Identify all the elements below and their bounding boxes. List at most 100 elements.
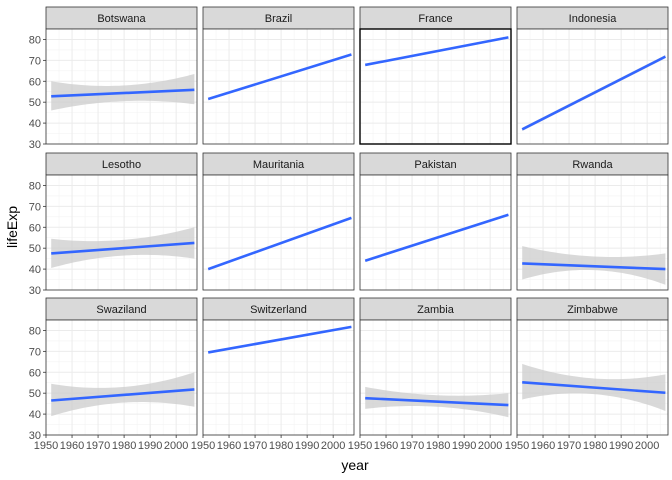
facet-mauritania: Mauritania	[202, 152, 355, 291]
x-axis: 1950 1960 1970 1980 1990 2000	[34, 435, 188, 452]
trend-line	[207, 216, 352, 271]
x-tick-label: 1970	[400, 440, 424, 452]
y-tick-label: 30	[29, 430, 41, 442]
facet-lesotho: Lesotho 30 40 50 60 70 80	[29, 152, 198, 297]
panel-background	[203, 175, 354, 290]
facet-strip-label: France	[418, 13, 452, 25]
gridlines	[359, 320, 511, 436]
x-tick-label: 1950	[505, 440, 529, 452]
x-tick-label: 2000	[321, 440, 345, 452]
panel-border-highlighted	[359, 28, 512, 145]
panel-border	[202, 319, 355, 436]
panel-background	[360, 175, 511, 290]
x-axis: 1950 1960 1970 1980 1990 2000	[191, 435, 345, 452]
panel-border	[516, 319, 669, 436]
facet-botswana: Botswana 30 40 50 60 70 80	[29, 6, 198, 151]
y-tick-label: 80	[29, 325, 41, 337]
trend-line	[365, 396, 509, 407]
trend-line	[522, 381, 666, 395]
x-tick-label: 2000	[478, 440, 502, 452]
facet-strip-label: Zambia	[417, 304, 455, 316]
y-tick-label: 30	[29, 285, 41, 297]
panel-background	[360, 29, 511, 144]
x-tick-label: 1950	[34, 440, 58, 452]
panel-border	[359, 174, 512, 291]
y-axis: 30 40 50 60 70 80	[29, 34, 46, 151]
trend-line	[51, 241, 195, 255]
gridlines	[202, 175, 354, 291]
y-tick-label: 70	[29, 55, 41, 67]
panel-border	[202, 174, 355, 291]
facet-strip-label: Brazil	[265, 13, 293, 25]
facet-switzerland: Switzerland 1950 1960 1970 1980 1990 2000	[191, 297, 355, 452]
x-tick-label: 2000	[635, 440, 659, 452]
panel-background	[46, 320, 197, 435]
trend-line	[51, 88, 195, 98]
x-tick-label: 1970	[243, 440, 267, 452]
trend-line	[51, 388, 195, 402]
y-tick-label: 70	[29, 346, 41, 358]
x-tick-label: 1990	[138, 440, 162, 452]
x-tick-label: 1960	[217, 440, 241, 452]
panel-border	[516, 28, 669, 145]
trend-line	[522, 262, 666, 271]
x-tick-label: 2000	[164, 440, 188, 452]
x-tick-label: 1980	[269, 440, 293, 452]
x-tick-label: 1980	[112, 440, 136, 452]
x-tick-label: 1980	[583, 440, 607, 452]
trend-line	[207, 325, 352, 354]
panel-border	[359, 319, 512, 436]
y-tick-label: 60	[29, 222, 41, 234]
facet-brazil: Brazil	[202, 6, 355, 145]
y-tick-label: 30	[29, 139, 41, 151]
facet-strip-label: Switzerland	[250, 304, 307, 316]
y-tick-label: 50	[29, 97, 41, 109]
x-tick-label: 1980	[426, 440, 450, 452]
trend-line	[207, 53, 352, 101]
y-tick-label: 60	[29, 367, 41, 379]
facet-strip-label: Pakistan	[414, 159, 456, 171]
trend-line	[364, 36, 509, 67]
facet-strip-label: Zimbabwe	[567, 304, 618, 316]
facet-panels: Botswana 30 40 50 60 70 80 Brazil France Indonesi…	[29, 6, 669, 452]
panel-background	[360, 320, 511, 435]
x-axis: 1950 1960 1970 1980 1990 2000	[505, 435, 659, 452]
facet-strip-label: Indonesia	[569, 13, 618, 25]
x-tick-label: 1990	[609, 440, 633, 452]
trend-line	[364, 213, 509, 262]
panel-border	[45, 319, 198, 436]
x-tick-label: 1970	[86, 440, 110, 452]
facet-zambia: Zambia 1950 1960 1970 1980 1990 2000	[348, 297, 512, 452]
panel-background	[517, 29, 668, 144]
x-axis-title: year	[341, 457, 369, 473]
facet-strip-label: Botswana	[97, 13, 146, 25]
x-tick-label: 1990	[295, 440, 319, 452]
y-tick-label: 80	[29, 180, 41, 192]
panel-background	[203, 320, 354, 435]
facet-swaziland: Swaziland 30 40 50 60 70 80 1950 1960 1970 1980 199…	[29, 297, 198, 452]
x-tick-label: 1990	[452, 440, 476, 452]
y-tick-label: 70	[29, 201, 41, 213]
gridlines	[202, 29, 354, 145]
x-tick-label: 1950	[191, 440, 215, 452]
x-tick-label: 1950	[348, 440, 372, 452]
facet-zimbabwe: Zimbabwe 1950 1960 1970 1980 1990 2000	[505, 297, 669, 452]
y-tick-label: 60	[29, 76, 41, 88]
facet-rwanda: Rwanda	[516, 152, 669, 291]
y-tick-label: 40	[29, 409, 41, 421]
y-tick-label: 50	[29, 388, 41, 400]
facet-strip-label: Swaziland	[96, 304, 146, 316]
x-tick-label: 1960	[60, 440, 84, 452]
panel-border	[202, 28, 355, 145]
panel-border	[45, 174, 198, 291]
x-tick-label: 1960	[374, 440, 398, 452]
facet-strip-label: Lesotho	[102, 159, 141, 171]
facet-france: France	[359, 6, 512, 145]
y-tick-label: 80	[29, 34, 41, 46]
facet-strip-label: Rwanda	[572, 159, 613, 171]
trend-line	[521, 55, 666, 131]
x-tick-label: 1970	[557, 440, 581, 452]
x-tick-label: 1960	[531, 440, 555, 452]
x-axis: 1950 1960 1970 1980 1990 2000	[348, 435, 502, 452]
